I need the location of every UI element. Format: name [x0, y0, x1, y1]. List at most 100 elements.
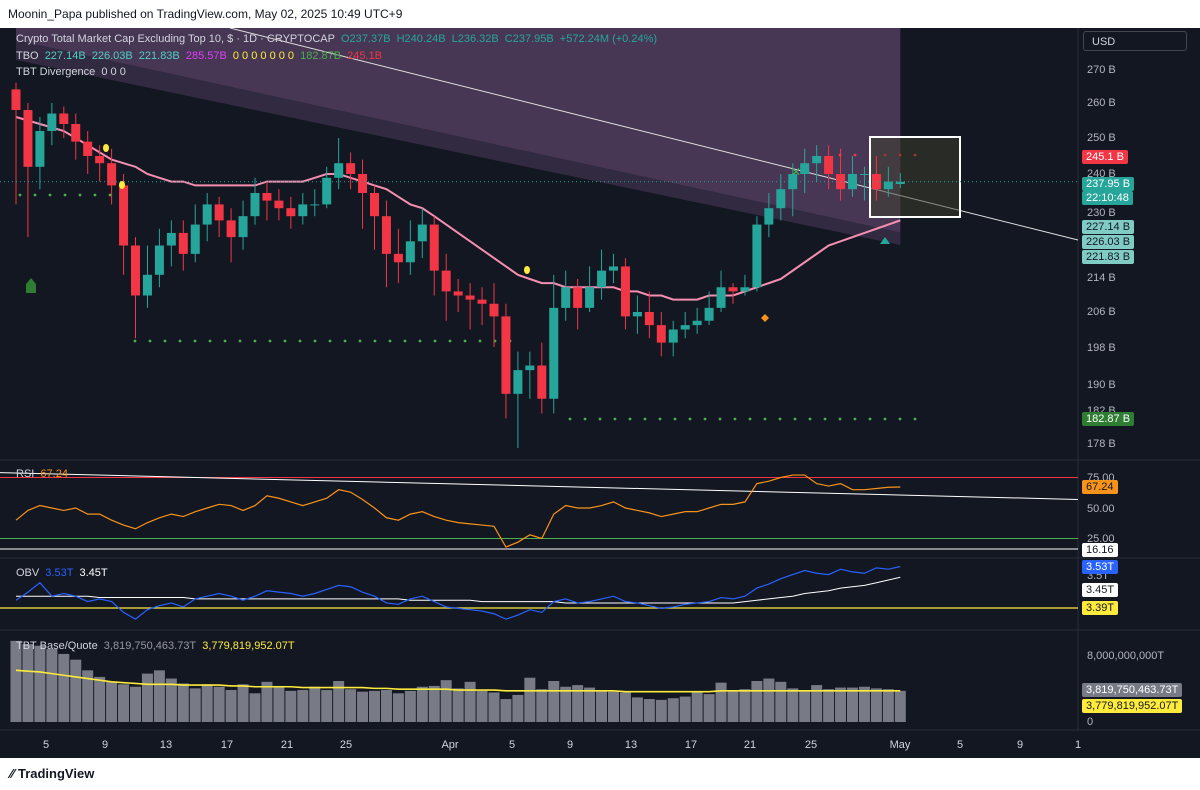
tradingview-logo: ⁄⁄ TradingView [10, 766, 95, 781]
volume-bar [512, 694, 524, 722]
volume-bar [357, 691, 369, 722]
time-tick: 17 [685, 739, 697, 751]
support-dots [298, 339, 302, 343]
ma-line [15, 116, 901, 301]
candle-body [202, 204, 212, 225]
candle-body [716, 287, 726, 308]
yellow-marker [119, 181, 125, 189]
volume-bar [847, 687, 858, 722]
candle-body [668, 329, 678, 343]
cloud-band-upper [16, 28, 901, 245]
support-dots [853, 417, 857, 421]
support-dots [868, 417, 872, 421]
volume-bar [751, 681, 763, 722]
volume-bar [679, 696, 691, 722]
volume-bar [858, 686, 870, 722]
volume-bar [703, 694, 715, 722]
tbtdiv-name: TBT Divergence [16, 66, 96, 78]
rsi-trend-line [0, 472, 1079, 500]
support-dots [688, 417, 692, 421]
volume-bar [153, 670, 165, 722]
candle-body [358, 174, 368, 193]
chart-canvas[interactable]: ✕ 5 9 13 17 21 25 Apr 5 9 13 17 21 25 May 5 9 1 [0, 28, 1200, 758]
candle-body [859, 174, 869, 175]
time-tick: 9 [567, 739, 573, 751]
time-tick: 21 [744, 739, 756, 751]
candle-body [728, 287, 738, 292]
candle-body [286, 208, 296, 217]
candle-body [262, 193, 272, 201]
candle-body [465, 295, 475, 300]
support-dots [238, 339, 242, 343]
volume-bar [165, 678, 177, 722]
volume-bar [22, 644, 34, 722]
time-tick: 17 [221, 739, 233, 751]
rsi-value: 67.24 [40, 468, 68, 480]
time-tick: 5 [957, 739, 963, 751]
volume-bar [141, 673, 153, 722]
support-dots [598, 417, 602, 421]
support-dots [328, 339, 332, 343]
volume-bar [10, 640, 22, 722]
tbt-divergence-legend: TBT Divergence 0 0 0 [16, 66, 129, 78]
candle-body [883, 181, 893, 190]
support-dots [18, 193, 22, 197]
tag-t2: 226.03 B [1082, 235, 1135, 249]
volume-bar [392, 693, 404, 722]
candle-body [119, 185, 129, 246]
vol-tick: 0 [1087, 716, 1094, 728]
volume-bar [130, 686, 141, 722]
volume-bar [608, 691, 619, 722]
time-tick: 5 [509, 739, 515, 751]
tag-t1: 227.14 B [1082, 220, 1135, 234]
volume-bar [249, 693, 261, 722]
obv-pane [0, 565, 1078, 620]
support-dots [718, 417, 722, 421]
price-tick: 214 B [1087, 272, 1116, 284]
volume-bar [369, 690, 380, 722]
candle-body [310, 204, 320, 206]
candle-body [573, 287, 583, 308]
volume-bar [46, 649, 58, 722]
change-value: +572.24M (+0.24%) [559, 33, 658, 45]
candle-body [656, 325, 666, 343]
volume-bar [835, 687, 847, 722]
support-dots [463, 339, 467, 343]
yellow-marker [524, 266, 530, 274]
candle-body [549, 307, 559, 399]
volume-bar [416, 686, 428, 722]
time-tick: 9 [102, 739, 108, 751]
volume-bar [619, 692, 631, 722]
support-dots [163, 339, 167, 343]
tag-low: 182.87 B [1082, 412, 1135, 426]
candle-body [680, 325, 690, 330]
candle-body [370, 193, 379, 217]
candle-body [346, 163, 356, 174]
candle-body [393, 253, 403, 263]
support-dots [703, 417, 707, 421]
volume-bar [476, 690, 488, 722]
support-dots [148, 339, 152, 343]
candle-body [429, 224, 439, 271]
candle-body [190, 224, 200, 254]
candle-body [644, 312, 654, 326]
open-value: O237.37B [341, 33, 391, 45]
volume-bar [596, 690, 608, 722]
currency-button[interactable]: USD [1083, 31, 1187, 51]
tag-vol1: 3,819,750,463.73T [1082, 683, 1183, 697]
candle-body [23, 110, 33, 167]
tbtdiv-vals: 0 0 0 [101, 66, 126, 78]
candle-body [226, 220, 236, 238]
volume-bar [691, 692, 703, 722]
tbt-name: TBT Base/Quote [16, 640, 98, 652]
candle-body [166, 232, 176, 246]
support-dots [313, 339, 317, 343]
volume-bar [536, 689, 548, 722]
candle-body [214, 204, 224, 221]
price-tick: 190 B [1087, 379, 1116, 391]
support-dots [48, 193, 52, 197]
tbo-name: TBO [16, 50, 39, 62]
support-dots [388, 339, 392, 343]
support-dots [418, 339, 422, 343]
time-tick: 25 [805, 739, 817, 751]
